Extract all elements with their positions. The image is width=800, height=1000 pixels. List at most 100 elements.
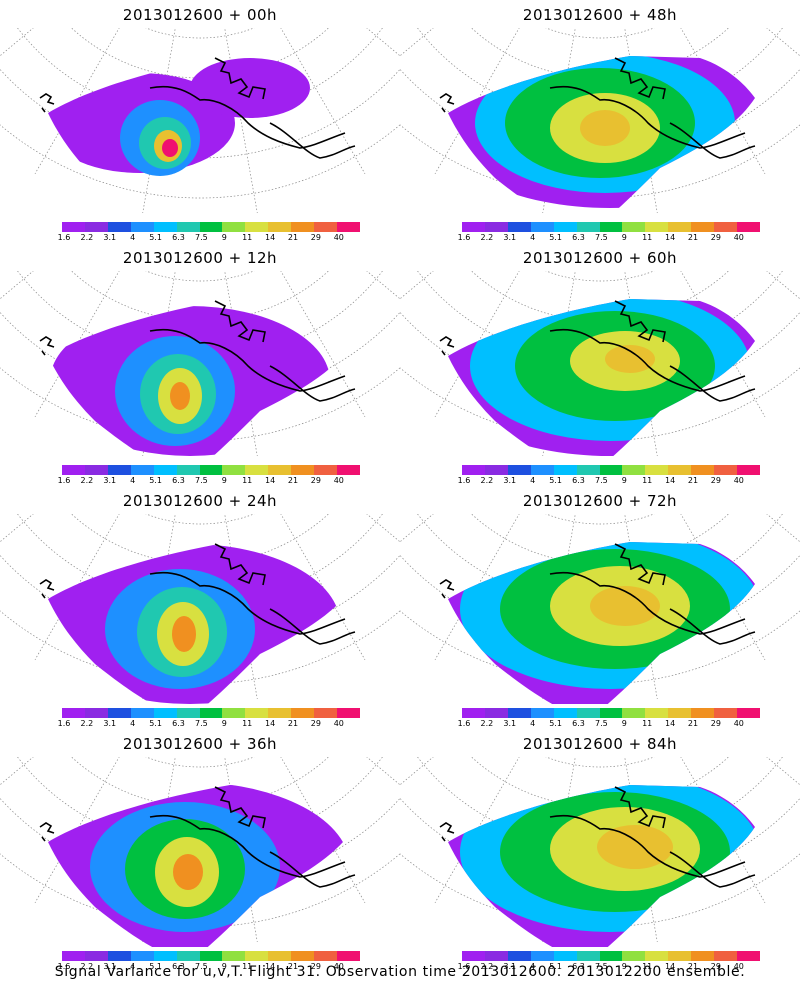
colorbar-tick-label: 5.1: [549, 962, 562, 971]
colorbar-tick-label: 5.1: [149, 962, 162, 971]
colorbar-swatch: [691, 465, 715, 475]
colorbar-tick-label: 9: [221, 719, 227, 728]
colorbar-tick-label: 2.2: [80, 233, 94, 242]
colorbar-swatch: [484, 708, 508, 718]
colorbar-labels: 1.6 2.2 3.1 4 5.1 6.3 7.5 9 11 14 21 29 40: [452, 962, 772, 974]
colorbar-tick-label: 6.3: [572, 476, 585, 485]
colorbar-swatch: [507, 951, 531, 961]
colorbar-tick-label: 3.1: [103, 962, 117, 971]
colorbar-swatch: [622, 708, 646, 718]
colorbar-tick-label: 3.1: [103, 719, 117, 728]
colorbar-swatch: [668, 465, 692, 475]
colorbar-swatch: [599, 222, 623, 232]
colorbar-swatch: [176, 222, 200, 232]
colorbar-tick-label: 7.5: [195, 719, 208, 728]
colorbar-swatch: [268, 951, 292, 961]
colorbar-swatch: [107, 708, 131, 718]
panel-title: 2013012600 + 24h: [122, 492, 278, 510]
colorbar-swatch: [199, 222, 223, 232]
colorbar-swatch: [84, 708, 108, 718]
colorbar-tick-label: 11: [242, 962, 253, 971]
colorbar-swatch: [291, 708, 315, 718]
colorbar-swatch: [576, 465, 600, 475]
colorbar-swatch: [62, 708, 85, 718]
colorbar-swatch: [245, 465, 269, 475]
colorbar-swatch: [153, 708, 177, 718]
panel-title: 2013012600 + 72h: [522, 492, 678, 510]
panel-title: 2013012600 + 12h: [122, 249, 278, 267]
colorbar-tick-label: 5.1: [549, 476, 562, 485]
colorbar-tick-label: 40: [333, 476, 344, 485]
colorbar-tick-label: 5.1: [149, 476, 162, 485]
colorbar-tick-label: 1.6: [457, 962, 471, 971]
colorbar-swatch: [553, 951, 577, 961]
colorbar-labels: 1.6 2.2 3.1 4 5.1 6.3 7.5 9 11 14 21 29 40: [452, 476, 772, 488]
colorbar-swatch: [130, 465, 154, 475]
colorbar-tick-label: 9: [221, 962, 227, 971]
colorbar-swatch: [622, 222, 646, 232]
colorbar-swatch: [62, 465, 85, 475]
colorbar-swatch: [714, 465, 738, 475]
colorbar-swatch: [714, 951, 738, 961]
colorbar-swatch: [245, 708, 269, 718]
colorbar-tick-label: 9: [221, 476, 227, 485]
colorbar-tick-label: 2.2: [480, 719, 494, 728]
colorbar-swatch: [337, 465, 360, 475]
colorbar-swatch: [645, 708, 669, 718]
colorbar-tick-label: 14: [265, 233, 276, 242]
colorbar: [462, 708, 760, 718]
colorbar-swatch: [507, 465, 531, 475]
colorbar-swatch: [153, 951, 177, 961]
colorbar-tick-label: 9: [621, 476, 627, 485]
polar-map: [0, 514, 400, 704]
colorbar-tick-label: 14: [265, 476, 276, 485]
colorbar-swatch: [737, 951, 760, 961]
colorbar-swatch: [714, 708, 738, 718]
colorbar-tick-label: 40: [733, 233, 744, 242]
colorbar-tick-label: 40: [333, 233, 344, 242]
colorbar-swatch: [530, 951, 554, 961]
colorbar: [62, 465, 360, 475]
colorbar-swatch: [130, 708, 154, 718]
colorbar-swatch: [291, 222, 315, 232]
map-panel: 2013012600 + 36h 1.6 2.2 3.1 4 5.1 6.3 7.5 9 11 14…: [0, 729, 400, 979]
colorbar-tick-label: 4: [130, 476, 136, 485]
colorbar-tick-label: 5.1: [549, 233, 562, 242]
colorbar-swatch: [337, 951, 360, 961]
polar-map: [0, 271, 400, 457]
variance-field: [48, 785, 350, 947]
colorbar-swatch: [668, 222, 692, 232]
colorbar-swatch: [337, 708, 360, 718]
colorbar-tick-label: 5.1: [549, 719, 562, 728]
colorbar-tick-label: 1.6: [457, 233, 471, 242]
colorbar-swatch: [222, 708, 246, 718]
colorbar-swatch: [691, 951, 715, 961]
colorbar-swatch: [314, 708, 338, 718]
panel-title: 2013012600 + 84h: [522, 735, 678, 753]
colorbar-swatch: [484, 465, 508, 475]
colorbar-tick-label: 14: [665, 476, 676, 485]
colorbar-swatch: [530, 708, 554, 718]
colorbar-swatch: [645, 465, 669, 475]
panel-title: 2013012600 + 00h: [122, 6, 278, 24]
colorbar-labels: 1.6 2.2 3.1 4 5.1 6.3 7.5 9 11 14 21 29 40: [452, 719, 772, 731]
colorbar-swatch: [462, 465, 485, 475]
colorbar-tick-label: 6.3: [172, 719, 185, 728]
colorbar-tick-label: 11: [242, 233, 253, 242]
colorbar-labels: 1.6 2.2 3.1 4 5.1 6.3 7.5 9 11 14 21 29 40: [52, 476, 372, 488]
colorbar-swatch: [668, 951, 692, 961]
colorbar-tick-label: 29: [710, 962, 721, 971]
colorbar-tick-label: 5.1: [149, 233, 162, 242]
colorbar-tick-label: 3.1: [503, 476, 517, 485]
colorbar-swatch: [84, 951, 108, 961]
coastline: [439, 543, 756, 645]
colorbar-tick-label: 3.1: [103, 233, 117, 242]
colorbar-tick-label: 6.3: [172, 233, 185, 242]
colorbar-swatch: [222, 222, 246, 232]
colorbar-tick-label: 11: [642, 233, 653, 242]
map-panel: 2013012600 + 00h 1.6 2.2 3.1 4 5.1 6.3 7.5 9 11 14…: [0, 0, 400, 250]
panel-title: 2013012600 + 36h: [122, 735, 278, 753]
colorbar-tick-label: 9: [621, 233, 627, 242]
colorbar-labels: 1.6 2.2 3.1 4 5.1 6.3 7.5 9 11 14 21 29 40: [52, 719, 372, 731]
colorbar-tick-label: 21: [287, 962, 299, 971]
